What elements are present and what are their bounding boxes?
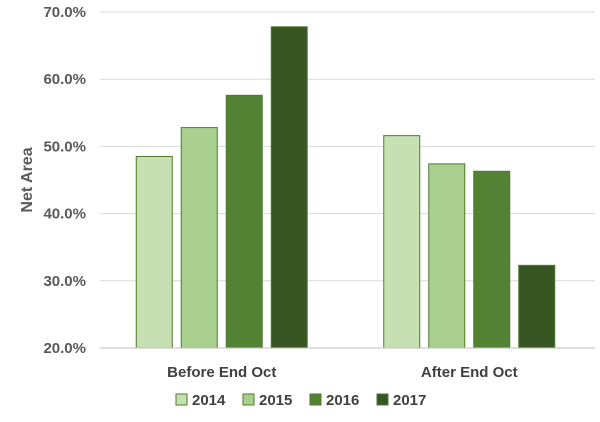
y-tick-label: 20.0% [43, 340, 86, 357]
bar [473, 170, 511, 349]
gridlines [100, 11, 595, 282]
legend-swatch [175, 393, 188, 406]
legend-swatch [242, 393, 255, 406]
legend-swatch [376, 393, 389, 406]
x-axis-category-labels: Before End Oct After End Oct [167, 364, 517, 381]
y-axis-title: Net Area [19, 147, 36, 212]
legend-label: 2014 [192, 392, 226, 409]
legend-label: 2015 [259, 392, 292, 409]
bar [518, 264, 556, 349]
legend-swatch [309, 393, 322, 406]
legend-label: 2016 [326, 392, 359, 409]
legend-item: 2016 [309, 392, 359, 409]
bar [225, 94, 263, 349]
bar [428, 163, 466, 349]
x-category-label: After End Oct [421, 364, 518, 381]
bar [383, 135, 421, 349]
bar [270, 26, 308, 349]
y-tick-label: 70.0% [43, 4, 86, 21]
bar [180, 127, 218, 349]
legend: 2014 2015 2016 2017 [175, 392, 426, 409]
legend-label: 2017 [393, 392, 426, 409]
x-category-label: Before End Oct [167, 364, 276, 381]
y-tick-label: 60.0% [43, 71, 86, 88]
bars [135, 26, 556, 349]
y-tick-label: 50.0% [43, 138, 86, 155]
legend-item: 2015 [242, 392, 292, 409]
bar [135, 155, 173, 349]
legend-item: 2017 [376, 392, 426, 409]
y-axis-tick-labels: 20.0% 30.0% 40.0% 50.0% 60.0% 70.0% [43, 4, 86, 357]
y-tick-label: 40.0% [43, 206, 86, 223]
legend-item: 2014 [175, 392, 226, 409]
y-tick-label: 30.0% [43, 273, 86, 290]
